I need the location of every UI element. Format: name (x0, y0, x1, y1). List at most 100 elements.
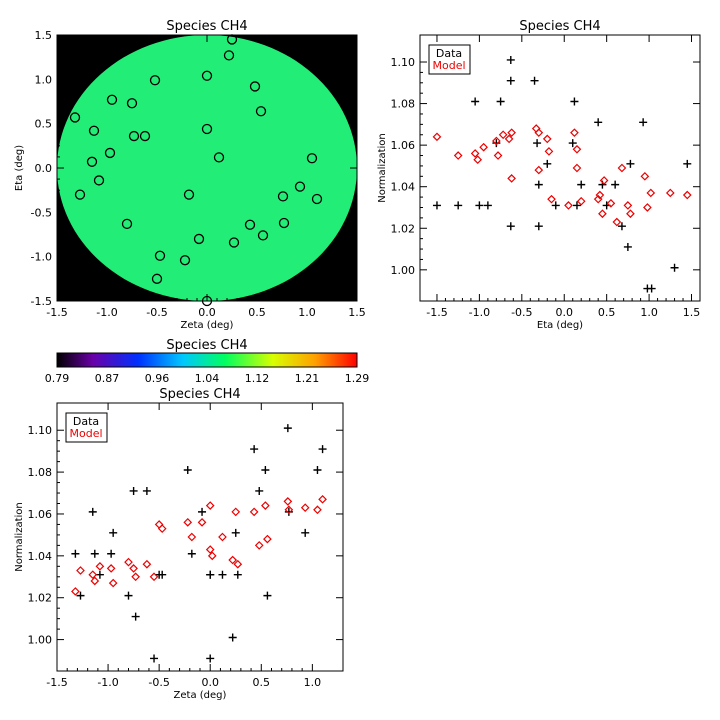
map-sample-point (213, 152, 225, 163)
eta-model-point (646, 188, 656, 198)
eta-data-point (670, 263, 679, 272)
zeta-data-point (90, 549, 99, 558)
zeta-data-point (261, 466, 270, 474)
zeta-model-point (131, 572, 140, 582)
zeta-model-point (76, 566, 85, 575)
zeta-x-tick-label: 0.0 (201, 676, 219, 689)
eta-data-point (454, 201, 463, 210)
zeta-x-tick-label: 0.5 (253, 676, 271, 689)
eta-x-tick-label: 1.0 (640, 306, 658, 319)
zeta-data-point (183, 466, 192, 474)
map-x-tick-label: 0.0 (198, 306, 216, 319)
zeta-x-tick-label: -0.5 (148, 676, 169, 689)
map-sample-point (255, 106, 267, 117)
zeta-model-point (205, 545, 215, 554)
eta-legend-entry-data: Data (436, 47, 462, 60)
eta-model-point (544, 147, 554, 156)
zeta-data-point (71, 549, 80, 558)
eta-data-point (577, 180, 586, 189)
map-sample-point (311, 193, 323, 205)
map-sample-point (151, 273, 163, 284)
zeta-model-point (124, 557, 133, 567)
eta-model-point (643, 203, 652, 212)
zeta-y-tick-label: 1.06 (28, 508, 53, 521)
eta-model-point (606, 198, 616, 208)
zeta-data-point (255, 486, 264, 495)
colorbar-tick-label: 1.29 (345, 372, 370, 385)
map-sample-point (179, 255, 191, 266)
map-x-tick-label: 1.5 (348, 306, 366, 319)
map-y-tick-label: 0.5 (35, 118, 53, 131)
eta-model-point (507, 128, 516, 138)
eta-data-point (594, 118, 603, 127)
zeta-model-point (233, 559, 243, 569)
eta-model-point (473, 155, 483, 165)
eta-y-tick-label: 1.06 (391, 139, 416, 152)
zeta-data-point (124, 591, 133, 600)
map-chart-title: Species CH4 (166, 19, 247, 34)
map-x-axis-label: Zeta (deg) (181, 320, 234, 331)
map-sample-point (201, 70, 213, 81)
zeta-data-point (250, 445, 259, 454)
eta-model-point (570, 128, 579, 138)
map-sample-point (193, 233, 205, 245)
map-x-tick-label: -1.5 (46, 306, 67, 319)
eta-model-point (572, 144, 582, 154)
eta-data-point (626, 159, 635, 168)
map-y-tick-label: 0.0 (35, 162, 53, 175)
zeta-data-point (313, 466, 322, 474)
zeta-model-point (300, 503, 310, 513)
eta-model-point (453, 151, 463, 160)
map-x-tick-label: -0.5 (146, 306, 167, 319)
map-field-disk (57, 35, 357, 301)
eta-data-point (492, 139, 501, 148)
zeta-data-point (142, 486, 151, 495)
eta-data-point (572, 201, 581, 210)
eta-data-point (533, 139, 542, 148)
eta-data-point (611, 180, 620, 189)
colorbar-tick-label: 0.96 (145, 372, 170, 385)
zeta-model-point (183, 517, 193, 527)
map-y-tick-label: 1.5 (35, 29, 53, 42)
eta-data-point (617, 222, 626, 231)
map-sample-point (154, 250, 166, 261)
colorbar-title: Species CH4 (166, 338, 247, 353)
eta-legend-box (428, 44, 471, 75)
map-y-axis-label: Eta (deg) (14, 145, 25, 191)
eta-model-point (479, 142, 488, 152)
zeta-data-point (109, 528, 118, 537)
eta-data-point (534, 180, 543, 189)
map-sample-point (223, 50, 235, 61)
zeta-x-tick-label: 1.0 (304, 676, 322, 689)
map-sample-point (183, 189, 195, 200)
map-sample-point (277, 191, 289, 202)
map-x-tick-label: -1.0 (96, 306, 117, 319)
eta-model-point (547, 194, 556, 204)
eta-data-point (639, 118, 648, 127)
zeta-model-point (218, 532, 227, 542)
eta-model-point (599, 176, 609, 185)
eta-model-point (564, 201, 573, 210)
zeta-model-point (142, 559, 152, 569)
zeta-legend-box (65, 412, 108, 443)
zeta-data-point (131, 612, 140, 621)
zeta-data-point (129, 486, 138, 495)
zeta-model-point (318, 494, 327, 504)
eta-data-point (570, 97, 579, 106)
map-sample-point (201, 295, 213, 307)
eta-model-point (542, 134, 552, 144)
eta-data-point (432, 201, 441, 210)
eta-chart-title: Species CH4 (519, 19, 600, 34)
eta-plot-frame (419, 34, 701, 302)
zeta-model-point (95, 561, 105, 571)
zeta-model-point (249, 507, 259, 517)
eta-x-tick-label: -0.5 (511, 306, 532, 319)
zeta-data-point (206, 654, 215, 663)
zeta-x-axis-label: Zeta (deg) (174, 690, 227, 701)
zeta-model-point (108, 578, 118, 588)
map-sample-point (244, 219, 256, 230)
zeta-data-point (233, 570, 242, 579)
eta-data-point (506, 55, 515, 64)
eta-model-point (432, 132, 442, 142)
map-sample-point (249, 81, 261, 92)
